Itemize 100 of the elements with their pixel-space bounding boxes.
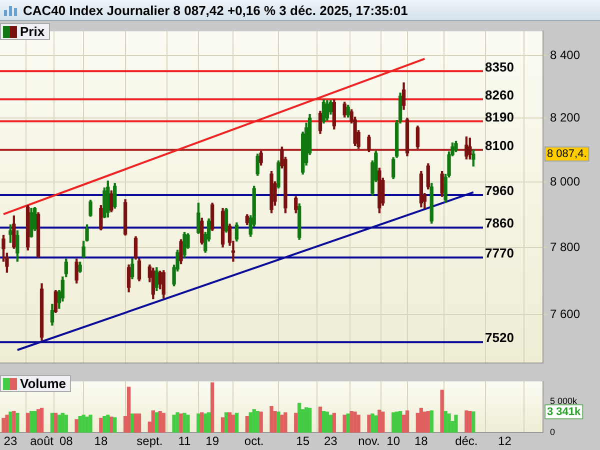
ref-line-label: 8100 [485, 138, 514, 153]
bar [259, 412, 263, 433]
bar [454, 414, 458, 433]
bar [12, 411, 16, 433]
text: 8 087,4. [547, 148, 587, 160]
bar [130, 414, 134, 433]
bar [110, 416, 114, 433]
bar [36, 409, 40, 433]
bar [374, 415, 378, 433]
bar [256, 411, 260, 433]
bar [426, 411, 430, 433]
bar [151, 410, 155, 433]
bar [472, 411, 476, 433]
bar [162, 412, 166, 433]
ref-line-label: 8350 [485, 59, 514, 74]
bar [200, 412, 204, 433]
bar [204, 414, 208, 433]
x-tick-label: nov. [358, 434, 380, 448]
bar [88, 414, 92, 433]
bar [234, 412, 239, 433]
y-tick-label: 7 800 [550, 240, 580, 254]
bar [137, 414, 142, 433]
x-tick-label: 15 [296, 434, 310, 448]
bar [284, 412, 288, 433]
x-tick-label: 10 [386, 434, 400, 448]
ref-line-label: 8190 [485, 109, 514, 124]
bar [126, 386, 131, 433]
bar [248, 412, 252, 433]
bar [398, 411, 402, 433]
bar [64, 414, 68, 433]
ref-line-label: 7770 [485, 246, 514, 261]
x-tick-label: 18 [414, 434, 428, 448]
y-tick-label: 7 600 [550, 307, 580, 322]
bar [332, 412, 336, 433]
bar [74, 419, 78, 433]
y-tick-label: 8 400 [550, 48, 580, 62]
x-tick-label: août [30, 434, 54, 448]
bar [154, 412, 158, 433]
bar [176, 412, 180, 433]
bar [32, 411, 37, 433]
y-tick-label: 5 000k [550, 396, 578, 406]
bar [367, 414, 371, 433]
bar [298, 402, 302, 433]
bar [99, 418, 103, 433]
bar [29, 411, 34, 433]
bar [179, 414, 183, 433]
bar [370, 414, 374, 433]
ref-line-label: 7520 [485, 330, 514, 346]
bar [231, 414, 236, 433]
x-tick-label: déc. [455, 434, 478, 448]
bar [308, 408, 312, 433]
bar [270, 406, 274, 433]
bar [328, 414, 333, 433]
bar [106, 414, 110, 433]
ref-line-label: 8260 [485, 87, 514, 102]
bar [346, 414, 350, 433]
bar [78, 416, 82, 433]
bar [16, 412, 20, 433]
bar [304, 407, 308, 433]
bar [325, 412, 330, 433]
x-tick-label: sept. [136, 434, 163, 448]
bar [350, 411, 354, 433]
bar [447, 414, 451, 433]
bar [394, 412, 399, 433]
ref-line-label: 7860 [485, 216, 514, 231]
bar [356, 414, 360, 433]
bar [294, 412, 298, 433]
bar [402, 414, 406, 433]
bar [228, 412, 232, 433]
bar [440, 390, 444, 433]
bar [54, 412, 58, 433]
x-tick-label: 19 [206, 434, 220, 448]
bar [5, 414, 9, 433]
bar [224, 412, 228, 433]
legend-title: Prix [20, 24, 45, 39]
bar [430, 410, 434, 433]
bar [245, 416, 249, 433]
bar [50, 412, 54, 433]
bar [8, 412, 12, 433]
bar [207, 412, 211, 433]
x-tick-label: 23 [324, 434, 338, 448]
chart-title: CAC40 Index Journalier 8 087,42 +0,16 % 3 déc. 2025, 17:35:01 [23, 2, 408, 18]
ref-line-label: 7960 [485, 183, 514, 198]
bar [318, 406, 322, 433]
bar [182, 412, 186, 433]
y-tick-label: 0 [550, 427, 556, 438]
bar [158, 411, 162, 433]
bar [280, 414, 284, 433]
bar [102, 416, 106, 433]
x-tick-label: 12 [498, 434, 512, 448]
text: 3 341k [547, 406, 582, 418]
bar [2, 418, 6, 433]
x-tick-label: 18 [94, 434, 108, 448]
bar [464, 410, 468, 433]
bar [172, 414, 176, 433]
bar [134, 414, 138, 433]
bar [57, 414, 62, 433]
bar [196, 414, 200, 433]
bar [276, 412, 280, 433]
bar [378, 410, 382, 433]
